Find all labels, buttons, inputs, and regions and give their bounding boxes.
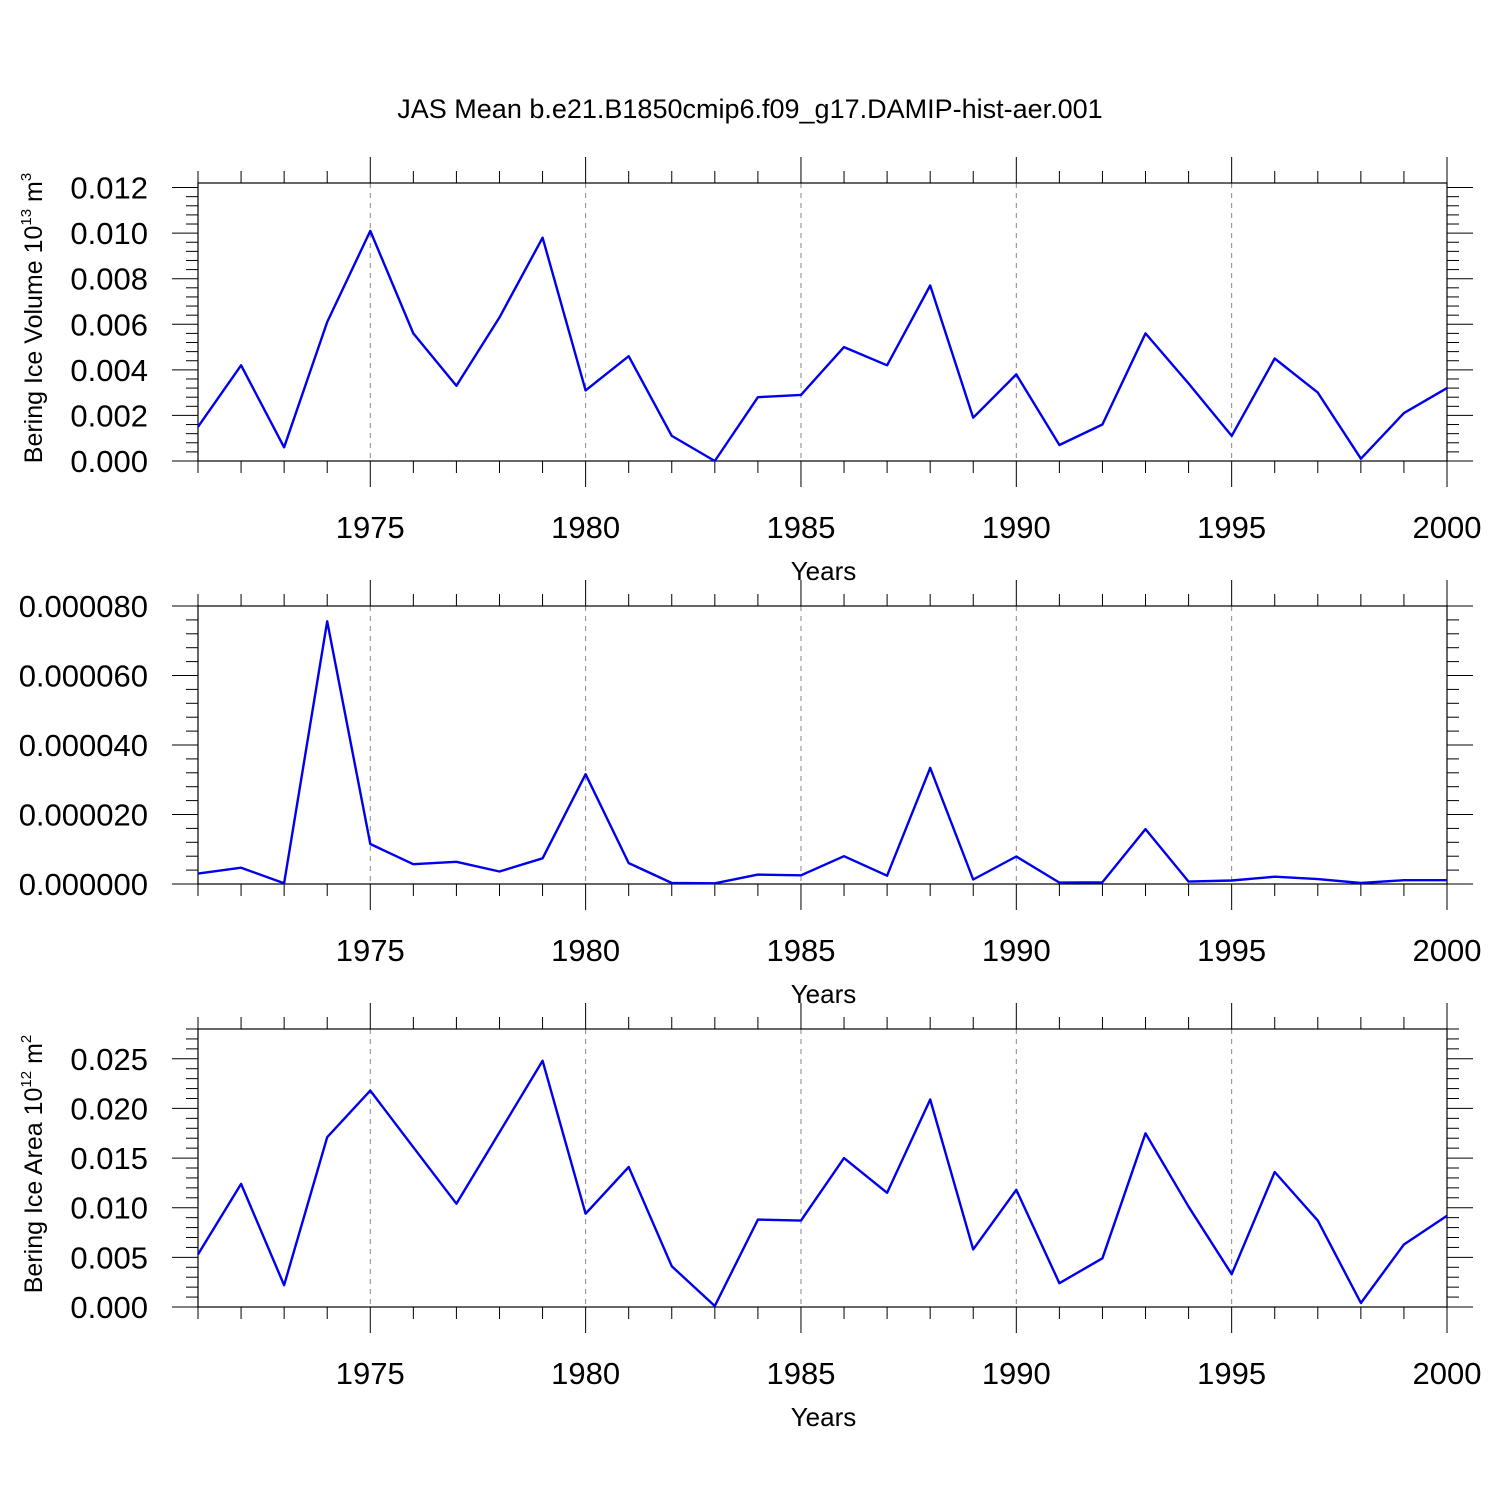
y-tick-label: 0.010 xyxy=(70,216,148,251)
y-axis-label: Bering Ice Area 1012 m2 xyxy=(18,1035,48,1294)
series-line xyxy=(196,1059,1448,1308)
y-tick-label: 0.000060 xyxy=(19,659,148,694)
x-tick-label: 1975 xyxy=(336,1356,405,1391)
y-tick-label: 0.008 xyxy=(70,262,148,297)
x-tick-label: 1985 xyxy=(766,510,835,545)
y-axis-label: Bering Ice Volume 1013 m3 xyxy=(18,173,48,463)
y-tick-label: 0.020 xyxy=(70,1091,148,1126)
x-tick-label: 2000 xyxy=(1413,1356,1482,1391)
x-tick-label: 1995 xyxy=(1197,510,1266,545)
x-tick-label: 1985 xyxy=(766,1356,835,1391)
x-tick-label: 1995 xyxy=(1197,933,1266,968)
x-tick-label: 1980 xyxy=(551,510,620,545)
y-tick-label: 0.004 xyxy=(70,353,148,388)
plot-frame xyxy=(197,1028,1448,1308)
y-tick-label: 0.025 xyxy=(70,1042,148,1077)
x-tick-label: 1980 xyxy=(551,933,620,968)
y-tick-label: 0.006 xyxy=(70,307,148,342)
series-line xyxy=(197,620,1447,885)
x-tick-label: 1990 xyxy=(982,1356,1051,1391)
x-tick-label: 1980 xyxy=(551,1356,620,1391)
panels: 1975 1980 1985 1990 1995 2000 Years 0.000 0.002 0… xyxy=(18,157,1481,1432)
x-axis-label: Years xyxy=(791,979,857,1009)
x-tick-label: 1995 xyxy=(1197,1356,1266,1391)
y-tick-label: 0.000 xyxy=(70,444,148,479)
x-tick-label: 1975 xyxy=(336,933,405,968)
y-tick-label: 0.000 xyxy=(70,1290,148,1325)
y-tick-label: 0.015 xyxy=(70,1141,148,1176)
x-axis-label: Years xyxy=(791,556,857,586)
panel-ice-volume: 1975 1980 1985 1990 1995 2000 Years 0.000 0.002 0… xyxy=(18,157,1481,586)
chart-title: JAS Mean b.e21.B1850cmip6.f09_g17.DAMIP-… xyxy=(397,94,1102,124)
x-tick-label: 2000 xyxy=(1413,510,1482,545)
y-tick-label: 0.012 xyxy=(70,171,148,206)
panel-middle-panel: 1975 1980 1985 1990 1995 2000 Years 0.000000 0.0… xyxy=(19,580,1482,1009)
y-tick-label: 0.000080 xyxy=(19,589,148,624)
panel-ice-area: 1975 1980 1985 1990 1995 2000 Years 0.000 0.005 0… xyxy=(18,1003,1481,1432)
x-tick-label: 2000 xyxy=(1413,933,1482,968)
series-line xyxy=(197,229,1448,463)
x-tick-label: 1975 xyxy=(336,510,405,545)
plot-frame xyxy=(197,605,1448,885)
plot-frame xyxy=(197,182,1448,462)
x-tick-label: 1985 xyxy=(766,933,835,968)
y-tick-label: 0.000040 xyxy=(19,728,148,763)
y-tick-label: 0.000000 xyxy=(19,867,148,902)
x-axis-label: Years xyxy=(791,1402,857,1432)
x-tick-label: 1990 xyxy=(982,933,1051,968)
y-tick-label: 0.002 xyxy=(70,398,148,433)
y-tick-label: 0.005 xyxy=(70,1240,148,1275)
x-tick-label: 1990 xyxy=(982,510,1051,545)
y-tick-label: 0.010 xyxy=(70,1191,148,1226)
y-tick-label: 0.000020 xyxy=(19,798,148,833)
